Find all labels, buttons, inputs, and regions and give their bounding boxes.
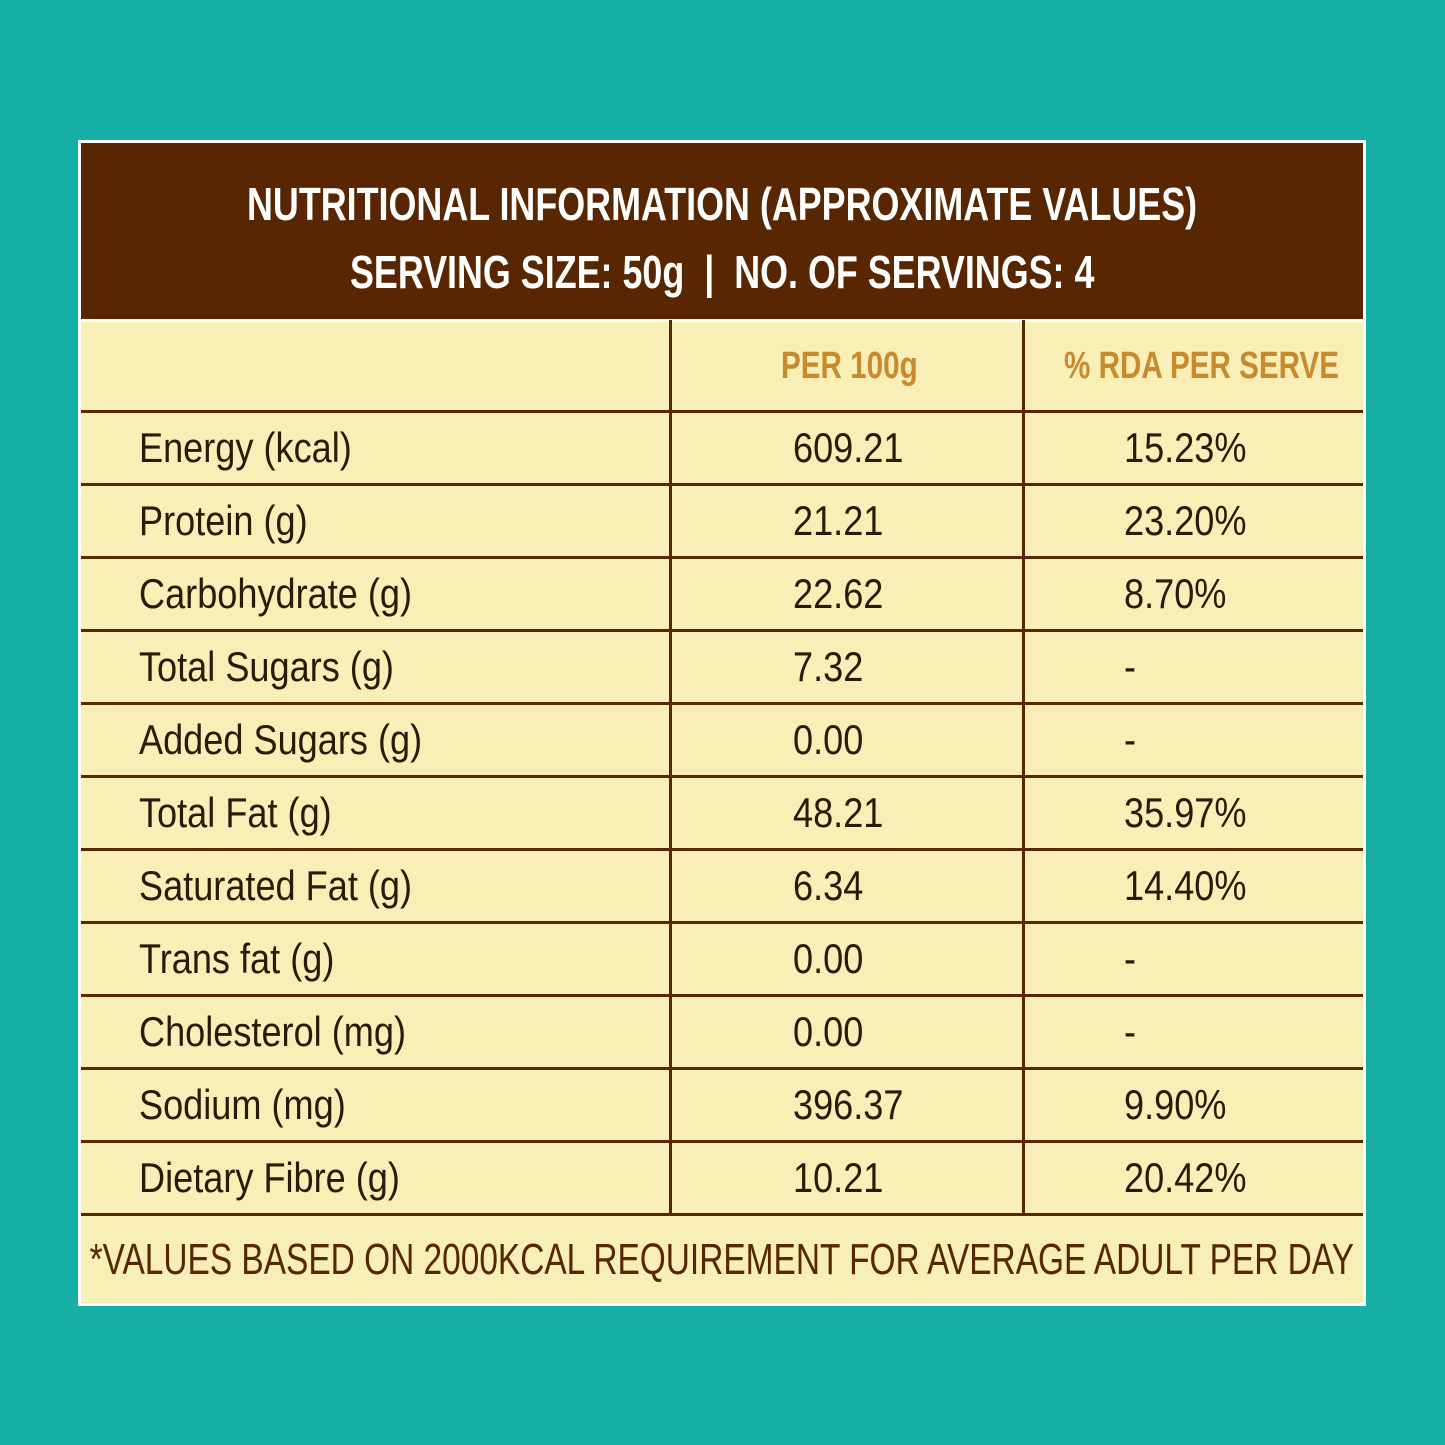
nutrient-name: Added Sugars (g) <box>139 716 423 763</box>
per-100g: PER 100g <box>781 344 918 387</box>
table-row: Total Sugars (g) 7.32 - <box>81 632 1363 705</box>
rda-per-serve: - <box>1124 935 1137 982</box>
per-100g: 6.34 <box>793 862 864 909</box>
nutrient-name: Sodium (mg) <box>139 1081 346 1128</box>
per-100g: 609.21 <box>793 424 904 471</box>
per-100g: 0.00 <box>793 716 864 763</box>
nutrient-name: Total Fat (g) <box>139 789 332 836</box>
nutrient-name: Energy (kcal) <box>139 424 352 471</box>
table-row: Saturated Fat (g) 6.34 14.40% <box>81 851 1363 924</box>
table-row: Protein (g) 21.21 23.20% <box>81 486 1363 559</box>
table-row: Energy (kcal) 609.21 15.23% <box>81 413 1363 486</box>
title: NUTRITIONAL INFORMATION (APPROXIMATE VAL… <box>246 178 1198 230</box>
subtitle: SERVING SIZE: 50g | NO. OF SERVINGS: 4 <box>349 246 1095 298</box>
nutrient-name: Cholesterol (mg) <box>139 1008 406 1055</box>
per-100g: 0.00 <box>793 1008 864 1055</box>
rda-per-serve: 15.23% <box>1124 424 1247 471</box>
table-row: Trans fat (g) 0.00 - <box>81 924 1363 997</box>
column-header-row: PER 100g % RDA PER SERVE <box>81 322 1363 413</box>
table-row: Dietary Fibre (g) 10.21 20.42% <box>81 1143 1363 1216</box>
column-divider <box>669 320 672 1215</box>
table-row: Carbohydrate (g) 22.62 8.70% <box>81 559 1363 632</box>
per-100g: 21.21 <box>793 497 884 544</box>
rda-per-serve: - <box>1124 716 1137 763</box>
nutrient-name: Saturated Fat (g) <box>139 862 413 909</box>
per-100g: 396.37 <box>793 1081 904 1128</box>
nutrient-name: Dietary Fibre (g) <box>139 1154 400 1201</box>
table-row: Added Sugars (g) 0.00 - <box>81 705 1363 778</box>
per-100g: 0.00 <box>793 935 864 982</box>
nutrition-table: NUTRITIONAL INFORMATION (APPROXIMATE VAL… <box>78 140 1366 1306</box>
rda-per-serve: 8.70% <box>1124 570 1227 617</box>
per-100g: 7.32 <box>793 643 864 690</box>
nutrient-name: Carbohydrate (g) <box>139 570 413 617</box>
column-divider <box>1022 320 1025 1215</box>
per-100g: 48.21 <box>793 789 884 836</box>
rda-per-serve: - <box>1124 643 1137 690</box>
rda-per-serve: 20.42% <box>1124 1154 1247 1201</box>
rda-per-serve: % RDA PER SERVE <box>1064 344 1340 387</box>
rda-per-serve: 23.20% <box>1124 497 1247 544</box>
rda-per-serve: - <box>1124 1008 1137 1055</box>
rda-per-serve: 35.97% <box>1124 789 1247 836</box>
table-row: Total Fat (g) 48.21 35.97% <box>81 778 1363 851</box>
nutrient-name: Total Sugars (g) <box>139 643 394 690</box>
table-row: Cholesterol (mg) 0.00 - <box>81 997 1363 1070</box>
rda-per-serve: 14.40% <box>1124 862 1247 909</box>
nutrient-name: Trans fat (g) <box>139 935 335 982</box>
rda-per-serve: 9.90% <box>1124 1081 1227 1128</box>
per-100g: 10.21 <box>793 1154 884 1201</box>
table-header: NUTRITIONAL INFORMATION (APPROXIMATE VAL… <box>81 143 1363 322</box>
table-row: Sodium (mg) 396.37 9.90% <box>81 1070 1363 1143</box>
nutrient-name: Protein (g) <box>139 497 308 544</box>
footnote: *VALUES BASED ON 2000KCAL REQUIREMENT FO… <box>89 1234 1355 1284</box>
per-100g: 22.62 <box>793 570 884 617</box>
